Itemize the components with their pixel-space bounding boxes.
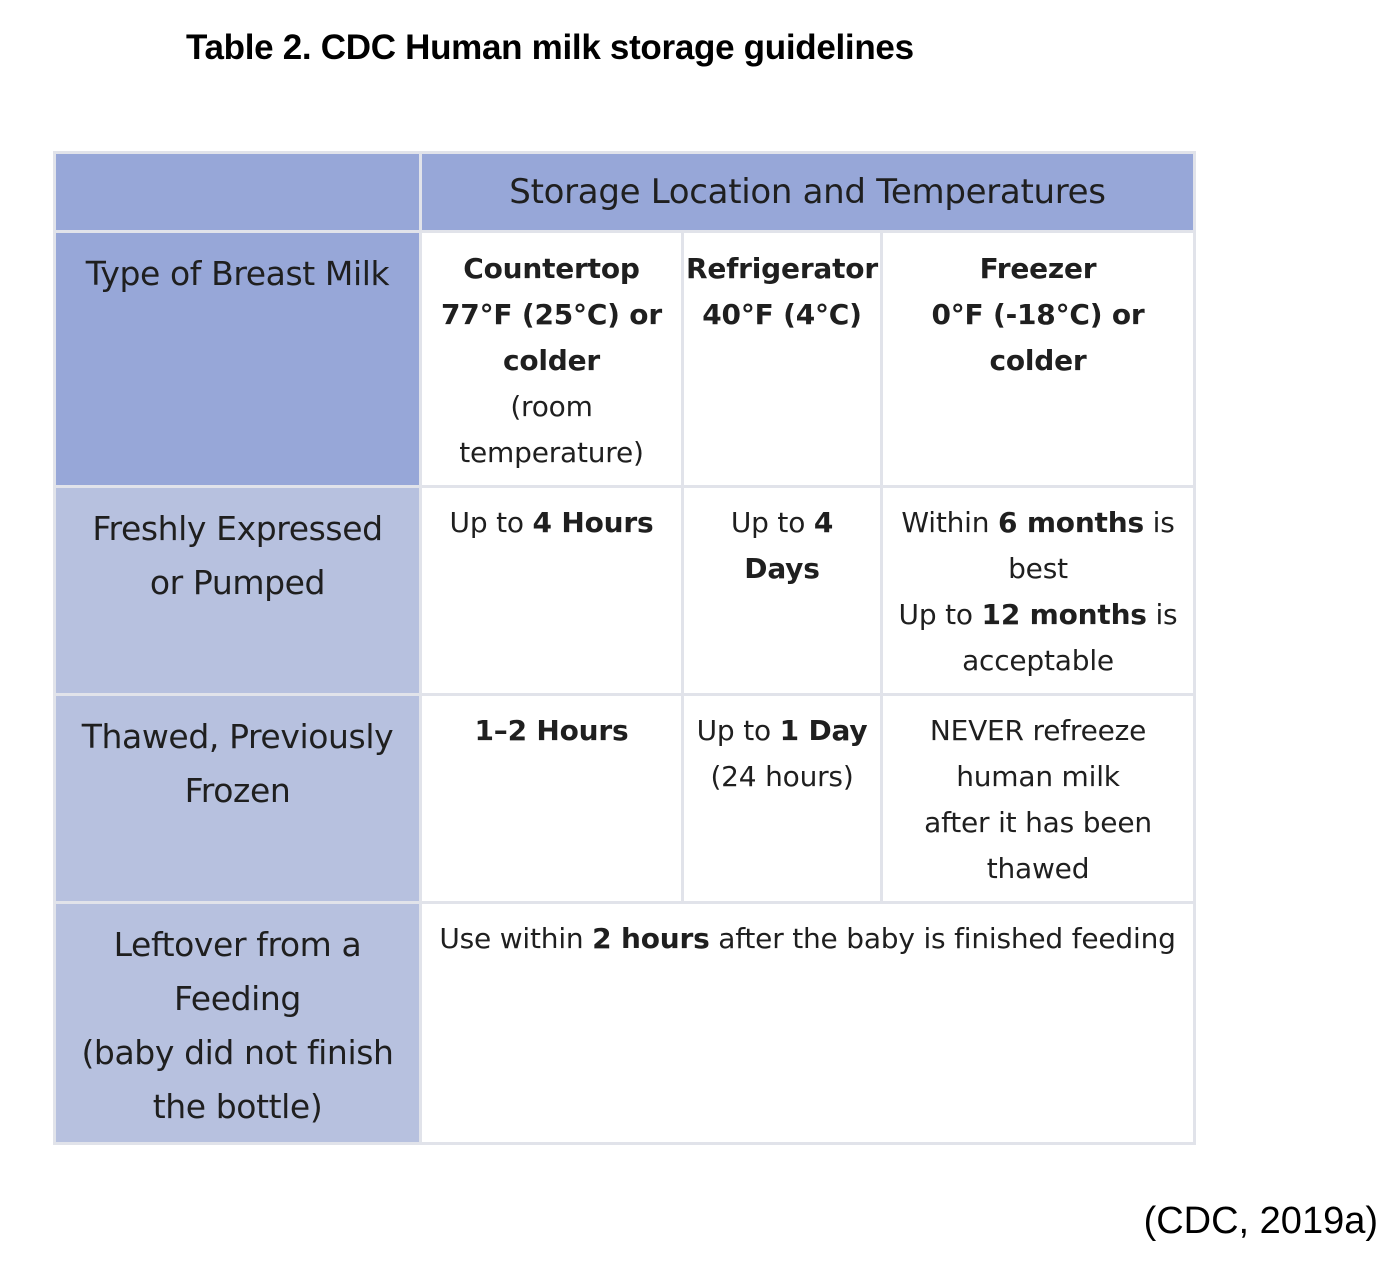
thawed-label-2: Frozen bbox=[184, 771, 291, 810]
freezer-temp: 0°F (-18°C) or colder bbox=[931, 298, 1145, 377]
corner-cell bbox=[53, 151, 422, 233]
fresh-row-header: Freshly Expressed or Pumped bbox=[53, 485, 422, 696]
leftover-label-2: Feeding bbox=[174, 979, 301, 1018]
countertop-header: Countertop 77°F (25°C) or colder (room t… bbox=[419, 230, 684, 488]
column-header-row: Type of Breast Milk Countertop 77°F (25°… bbox=[53, 230, 1197, 488]
fresh-freezer-b-pre: Up to bbox=[898, 598, 982, 631]
table-row-fresh: Freshly Expressed or Pumped Up to 4 Hour… bbox=[53, 485, 1197, 696]
countertop-temp: 77°F (25°C) or bbox=[441, 298, 662, 331]
fresh-freezer-a-value: 6 months bbox=[997, 506, 1144, 539]
fresh-label-2: or Pumped bbox=[149, 563, 326, 602]
fresh-refrigerator-pre: Up to bbox=[730, 506, 814, 539]
thawed-row-header: Thawed, Previously Frozen bbox=[53, 693, 422, 904]
fresh-countertop-value: 4 Hours bbox=[532, 506, 654, 539]
fresh-label-1: Freshly Expressed bbox=[92, 509, 383, 548]
leftover-label-1: Leftover from a bbox=[113, 925, 362, 964]
thawed-freezer-line4: thawed bbox=[986, 852, 1090, 885]
thawed-freezer-line1: NEVER refreeze bbox=[929, 714, 1147, 747]
thawed-label-1: Thawed, Previously bbox=[81, 717, 394, 756]
table-row-leftover: Leftover from a Feeding (baby did not fi… bbox=[53, 901, 1197, 1145]
fresh-freezer-cell: Within 6 months is best Up to 12 months … bbox=[879, 485, 1197, 696]
thawed-countertop-value: 1–2 Hours bbox=[474, 714, 629, 747]
fresh-freezer-a-post: is bbox=[1143, 506, 1175, 539]
table-row-thawed: Thawed, Previously Frozen 1–2 Hours Up t… bbox=[53, 693, 1197, 904]
countertop-note-1: (room bbox=[510, 390, 593, 423]
thawed-refrigerator-pre: Up to bbox=[696, 714, 780, 747]
page-title: Table 2. CDC Human milk storage guidelin… bbox=[186, 28, 914, 67]
leftover-merged-cell: Use within 2 hours after the baby is fin… bbox=[418, 901, 1197, 1145]
fresh-freezer-b-post: is bbox=[1146, 598, 1178, 631]
freezer-header: Freezer 0°F (-18°C) or colder bbox=[879, 230, 1197, 488]
type-of-breast-milk-label: Type of Breast Milk bbox=[85, 254, 390, 293]
storage-location-header: Storage Location and Temperatures bbox=[418, 151, 1197, 233]
fresh-freezer-a-line2: best bbox=[1008, 552, 1068, 585]
fresh-freezer-a-pre: Within bbox=[901, 506, 998, 539]
leftover-pre: Use within bbox=[439, 922, 593, 955]
fresh-refrigerator-cell: Up to 4 Days bbox=[681, 485, 883, 696]
leftover-post: after the baby is finished feeding bbox=[709, 922, 1176, 955]
fresh-refrigerator-unit: Days bbox=[744, 552, 820, 585]
refrigerator-title: Refrigerator bbox=[686, 252, 878, 285]
thawed-freezer-line2: human milk bbox=[956, 760, 1120, 793]
type-of-breast-milk-header: Type of Breast Milk bbox=[53, 230, 422, 488]
countertop-title: Countertop bbox=[463, 252, 640, 285]
thawed-refrigerator-note: (24 hours) bbox=[710, 760, 854, 793]
leftover-label-3: (baby did not finish bbox=[81, 1033, 394, 1072]
refrigerator-temp: 40°F (4°C) bbox=[702, 298, 862, 331]
fresh-freezer-b-value: 12 months bbox=[981, 598, 1147, 631]
thawed-freezer-line3: after it has been bbox=[924, 806, 1152, 839]
storage-guidelines-table: Storage Location and Temperatures Type o… bbox=[53, 151, 1197, 1145]
fresh-countertop-pre: Up to bbox=[449, 506, 533, 539]
fresh-refrigerator-value: 4 bbox=[813, 506, 834, 539]
leftover-label-4: the bottle) bbox=[152, 1087, 323, 1126]
citation: (CDC, 2019a) bbox=[1143, 1200, 1378, 1242]
freezer-title: Freezer bbox=[979, 252, 1097, 285]
refrigerator-header: Refrigerator 40°F (4°C) bbox=[681, 230, 883, 488]
thawed-freezer-cell: NEVER refreeze human milk after it has b… bbox=[879, 693, 1197, 904]
thawed-countertop-cell: 1–2 Hours bbox=[419, 693, 684, 904]
leftover-value: 2 hours bbox=[592, 922, 710, 955]
table-header-row: Storage Location and Temperatures bbox=[53, 151, 1197, 233]
leftover-row-header: Leftover from a Feeding (baby did not fi… bbox=[53, 901, 422, 1145]
countertop-temp-cont: colder bbox=[502, 344, 601, 377]
fresh-freezer-b-line2: acceptable bbox=[962, 644, 1114, 677]
countertop-note-2: temperature) bbox=[459, 436, 644, 469]
thawed-refrigerator-cell: Up to 1 Day (24 hours) bbox=[681, 693, 883, 904]
fresh-countertop-cell: Up to 4 Hours bbox=[419, 485, 684, 696]
thawed-refrigerator-value: 1 Day bbox=[779, 714, 868, 747]
